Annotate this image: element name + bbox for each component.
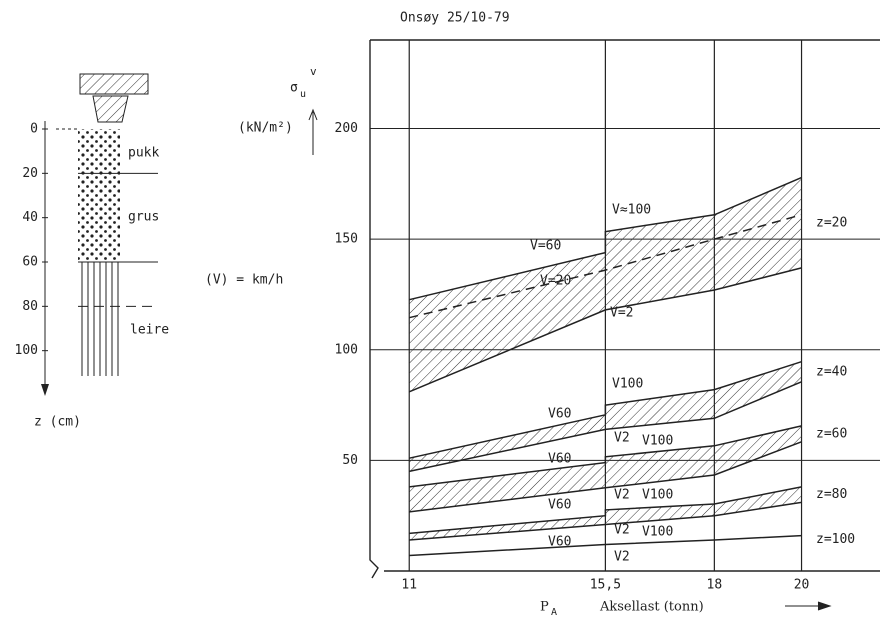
- y-symbol-sub: u: [300, 89, 306, 100]
- annotation: V60: [548, 452, 571, 467]
- x-tick-label: 11: [401, 578, 417, 593]
- x-tick-label: 20: [794, 578, 810, 593]
- band-label: z=100: [816, 532, 855, 547]
- annotation: V60: [548, 535, 571, 550]
- x-label: P A Aksellast (tonn): [540, 600, 830, 619]
- depth-tick-label: 20: [22, 166, 38, 181]
- annotation: V60: [548, 498, 571, 513]
- annotation: V100: [642, 488, 673, 503]
- y-symbol: σ: [290, 81, 298, 96]
- x-arrow: [785, 602, 830, 610]
- y-symbol-sup: v: [310, 65, 317, 78]
- annotation: V=60: [530, 239, 561, 254]
- depth-tick-label: 0: [30, 122, 38, 137]
- annotation: V100: [612, 377, 643, 392]
- y-tick-label: 150: [335, 232, 358, 247]
- chart: Onsøy 25/10-79 σ u v (kN/m²) P A Aksella…: [0, 0, 880, 621]
- speed-note: (V) = km/h: [205, 273, 283, 288]
- wheel-plate: [80, 74, 148, 94]
- y-unit: (kN/m²): [238, 121, 293, 136]
- x-tick-label: 18: [707, 578, 723, 593]
- layer-label: grus: [128, 210, 159, 225]
- chart-title: Onsøy 25/10-79: [400, 11, 510, 26]
- band-label: z=80: [816, 487, 847, 502]
- x-tick-label: 15,5: [590, 578, 621, 593]
- depth-tick-label: 40: [22, 210, 38, 225]
- annotation: V100: [642, 525, 673, 540]
- annotation: V=2: [610, 306, 633, 321]
- band-label: z=40: [816, 364, 847, 379]
- x-symbol-sub: A: [551, 607, 557, 618]
- annotation: V2: [614, 431, 630, 446]
- layer-label: leire: [130, 323, 169, 338]
- y-tick-label: 50: [342, 453, 358, 468]
- depth-tick-label: 80: [22, 299, 38, 314]
- band-label: z=20: [816, 215, 847, 230]
- annotation: V2: [614, 550, 630, 565]
- depth-label: z (cm): [34, 415, 81, 430]
- annotation: V2: [614, 488, 630, 503]
- depth-tick-label: 60: [22, 255, 38, 270]
- y-tick-label: 200: [335, 121, 358, 136]
- layer-label: pukk: [128, 146, 159, 161]
- annotation: V≈100: [612, 203, 651, 218]
- y-tick-label: 100: [335, 342, 358, 357]
- gravel-layer: [78, 129, 120, 261]
- annotation: V=20: [540, 274, 571, 289]
- annotation: V60: [548, 407, 571, 422]
- annotation: V2: [614, 523, 630, 538]
- x-symbol: P: [540, 600, 549, 615]
- band-label: z=60: [816, 426, 847, 441]
- y-label: σ u v (kN/m²): [238, 65, 317, 155]
- depth-arrow: [41, 384, 49, 396]
- clay-layer: [82, 262, 118, 376]
- wheel-load: [93, 96, 128, 122]
- y-arrow: [309, 110, 317, 155]
- depth-tick-label: 100: [15, 343, 38, 358]
- x-label-text: Aksellast (tonn): [599, 600, 704, 615]
- annotation: V100: [642, 434, 673, 449]
